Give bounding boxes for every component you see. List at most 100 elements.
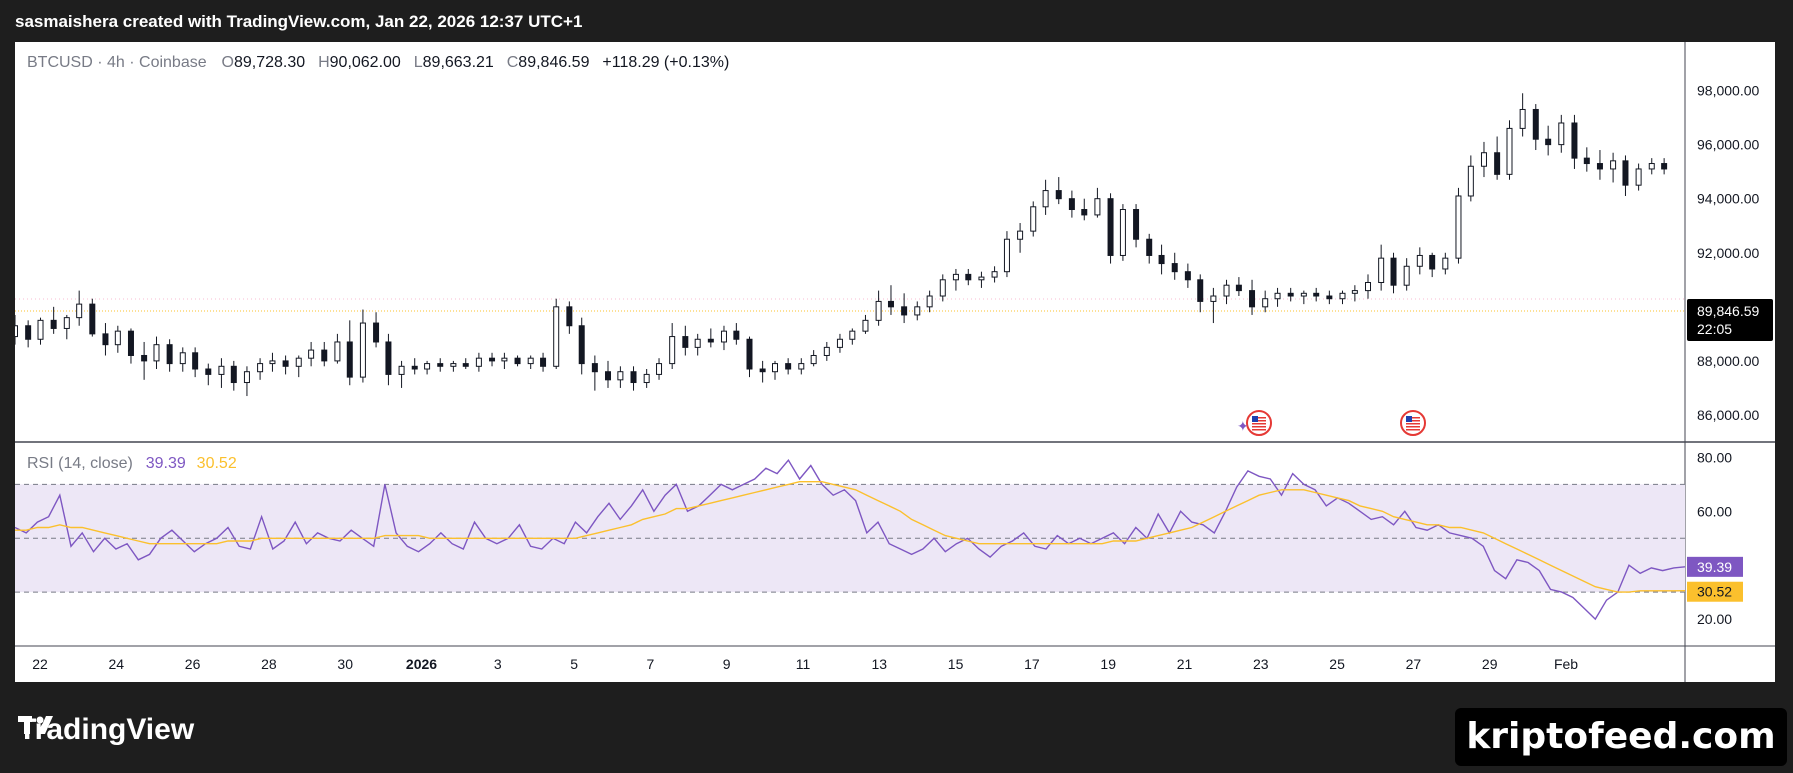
candle-body — [1042, 190, 1049, 208]
rsi-value-badge — [1687, 556, 1743, 577]
open-value: 89,728.30 — [233, 54, 306, 71]
candle-body — [1107, 198, 1114, 256]
price-tick-label: 96,000.00 — [1697, 137, 1759, 153]
rsi-ma-line — [15, 481, 1686, 593]
candle-body — [1068, 198, 1075, 211]
price-tick-label: 94,000.00 — [1697, 191, 1759, 207]
candle-body — [875, 300, 882, 321]
candle-body — [257, 363, 264, 373]
chart-panel[interactable]: 86,000.0088,000.0090,000.0092,000.0094,0… — [15, 42, 1775, 682]
candle-body — [437, 363, 444, 367]
candle-body — [785, 363, 792, 370]
candle-body — [1235, 284, 1242, 292]
candle-body — [733, 330, 740, 340]
candle-body — [617, 371, 624, 381]
rsi-line — [15, 458, 1686, 621]
top-bar: sasmaishera created with TradingView.com… — [0, 0, 1793, 42]
rsi-ma-value: 30.52 — [196, 455, 237, 472]
candle-body — [707, 338, 714, 343]
candle-body — [1339, 292, 1346, 300]
candle-body — [114, 330, 121, 346]
us-flag-stripe — [1252, 417, 1266, 419]
rsi-label[interactable]: RSI (14, close) — [27, 455, 133, 472]
us-flag-stripe — [1406, 417, 1420, 419]
candle-body — [1326, 295, 1333, 300]
candle-body — [243, 371, 250, 384]
candle-body — [1648, 163, 1655, 170]
candle-body — [965, 273, 972, 281]
last-price-badge-value: 89,846.59 — [1697, 303, 1759, 319]
candle-body — [669, 336, 676, 365]
candle-body — [501, 357, 508, 362]
tradingview-brand[interactable]: TradingView — [18, 713, 194, 747]
candle-body — [605, 371, 612, 381]
candle-body — [720, 330, 727, 343]
candle-body — [901, 306, 908, 316]
candle-body — [823, 346, 830, 356]
candle-body — [540, 357, 547, 367]
candle-body — [1184, 271, 1191, 281]
candle-body — [1545, 138, 1552, 146]
candle-body — [462, 363, 469, 367]
us-flag-stripe — [1252, 423, 1266, 425]
rsi-ma-badge — [1687, 581, 1743, 602]
low-value: 89,663.21 — [422, 54, 494, 71]
candle-body — [1262, 298, 1269, 308]
candle-body — [643, 373, 650, 384]
time-axis-label: 2026 — [406, 656, 437, 672]
rsi-tick-label: 60.00 — [1697, 503, 1732, 519]
candle-body — [1030, 206, 1037, 232]
candle-body — [295, 357, 302, 367]
candle-body — [1661, 163, 1668, 170]
symbol-label[interactable]: BTCUSD · 4h · Coinbase — [27, 54, 207, 71]
candle-body — [1532, 108, 1539, 140]
candle-body — [1119, 209, 1126, 256]
candle-body — [269, 360, 276, 365]
economic-event-icon — [1246, 410, 1272, 436]
us-flag-canton — [1252, 416, 1258, 422]
us-flag-stripe — [1406, 429, 1420, 431]
candle-body — [514, 357, 521, 365]
candle-body — [566, 306, 573, 327]
chart-canvas[interactable]: 86,000.0088,000.0090,000.0092,000.0094,0… — [15, 42, 1775, 682]
candle-body — [411, 365, 418, 370]
candle-body — [1003, 238, 1010, 273]
candle-body — [527, 357, 534, 365]
candle-body — [1610, 160, 1617, 170]
candle-body — [939, 279, 946, 297]
candle-body — [334, 341, 341, 362]
candle-body — [926, 295, 933, 308]
candle-body — [1133, 209, 1140, 240]
candle-body — [1223, 284, 1230, 297]
time-axis-label: 11 — [796, 656, 811, 672]
last-price-badge — [1687, 298, 1773, 341]
candle-body — [127, 330, 134, 356]
price-tick-label: 98,000.00 — [1697, 83, 1759, 99]
candle-body — [37, 319, 44, 340]
tradingview-logo-icon — [18, 716, 53, 734]
time-axis-label: 28 — [261, 656, 277, 672]
candle-body — [1416, 254, 1423, 267]
candle-body — [1146, 238, 1153, 256]
price-tick-label: 88,000.00 — [1697, 353, 1759, 369]
candle-body — [1506, 127, 1513, 175]
candle-body — [373, 322, 380, 343]
candle-body — [746, 338, 753, 370]
candle-body — [308, 349, 315, 359]
us-flag-stripe — [1252, 420, 1266, 422]
candle-body — [772, 363, 779, 373]
candle-body — [205, 368, 212, 375]
time-axis-label: Feb — [1554, 656, 1578, 672]
candle-body — [1197, 279, 1204, 302]
candle-body — [1429, 254, 1436, 270]
rsi-tick-label: 80.00 — [1697, 449, 1732, 465]
candle-body — [102, 333, 109, 346]
candle-body — [346, 341, 353, 378]
us-flag-stripe — [1252, 429, 1266, 431]
rsi-tick-label: 20.00 — [1697, 611, 1732, 627]
candle-body — [1274, 292, 1281, 300]
high-value: 90,062.00 — [329, 54, 401, 71]
candle-body — [1494, 152, 1501, 175]
time-axis-label: 13 — [872, 656, 888, 672]
candle-body — [836, 338, 843, 348]
